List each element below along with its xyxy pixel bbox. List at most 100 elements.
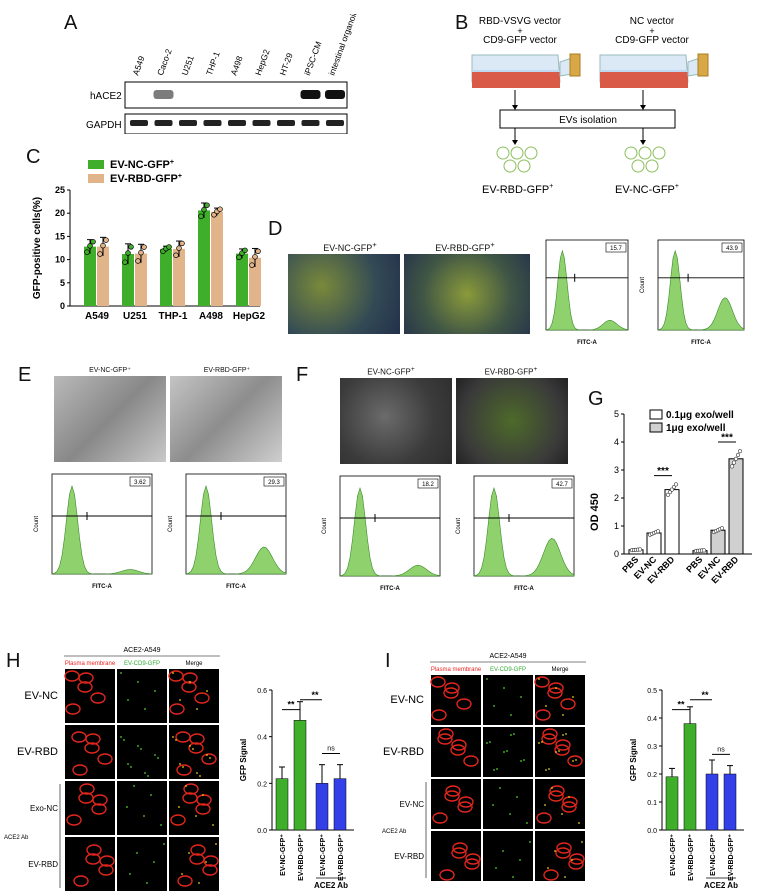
gfp-dot xyxy=(486,678,488,680)
y-tick-label: 0.4 xyxy=(257,735,267,742)
gfp-dot xyxy=(561,813,563,815)
data-point xyxy=(719,526,725,531)
y-tick-label: 3 xyxy=(614,465,619,475)
y-tick-label: 0 xyxy=(60,301,65,311)
membrane-outline xyxy=(562,796,578,808)
data-point xyxy=(179,240,185,247)
gfp-dot xyxy=(572,760,574,762)
x-axis-label: FITC-A xyxy=(514,586,534,592)
gfp-dot xyxy=(502,850,504,852)
group-label: ACE2 Ab xyxy=(704,881,738,890)
gfp-dot xyxy=(519,859,521,861)
data-point xyxy=(90,238,96,245)
side-label: ACE2 Ab xyxy=(4,835,29,841)
gfp-dot xyxy=(575,759,577,761)
data-point xyxy=(217,206,223,212)
gfp-dot xyxy=(564,876,566,878)
column-label: Plasma membrane xyxy=(431,667,482,673)
bar xyxy=(135,253,147,306)
micrograph-tile xyxy=(431,675,481,725)
histogram-curve xyxy=(657,249,745,331)
data-point xyxy=(735,452,741,458)
row-label: EV-NC xyxy=(24,690,58,702)
ev-isolation-box xyxy=(499,109,676,129)
column-label: EV-CD9-GFP xyxy=(490,667,526,673)
data-point xyxy=(173,252,179,258)
gfp-dot xyxy=(126,806,128,808)
gfp-dot xyxy=(558,750,560,752)
gfp-dot xyxy=(188,852,190,854)
micrograph-tile xyxy=(483,675,533,725)
membrane-outline xyxy=(181,681,197,693)
data-point xyxy=(655,529,661,534)
gfp-dot xyxy=(178,806,180,808)
gate-value-box xyxy=(551,478,573,489)
bar xyxy=(315,783,329,831)
histogram-curve xyxy=(339,486,441,577)
membrane-outline xyxy=(549,785,565,797)
data-point xyxy=(673,482,679,487)
gate-value: 3.62 xyxy=(134,480,146,486)
membrane-outline xyxy=(72,764,88,776)
membrane-outline xyxy=(567,755,583,767)
gfp-signal-chart: GFP Signal 0.0 0.1 0.2 0.3 0.4 0.5 EV-NC-GFP⁺ EV… xyxy=(629,688,744,890)
gfp-dot xyxy=(133,785,135,787)
e-flow-histograms: 3.62 FITC-A Count 29.3 FITC-A Count xyxy=(34,473,287,590)
membrane-outline xyxy=(548,790,564,802)
f-title-nc: EV-NC-GFP+ xyxy=(367,366,415,377)
data-point xyxy=(242,247,248,254)
gfp-dot xyxy=(137,745,139,747)
gfp-dot xyxy=(185,785,187,787)
membrane-outline xyxy=(195,803,211,815)
western-blot: A549 Caco-2 U251 THP-1 A498 HepG2 HT-29 iPSC-CM… xyxy=(86,14,360,134)
x-axis-label: FITC-A xyxy=(380,586,400,592)
membrane-outline xyxy=(92,794,108,806)
histogram-curve xyxy=(545,249,629,331)
membrane-outline xyxy=(451,847,467,859)
membrane-outline xyxy=(457,801,473,813)
panel-label-e: E xyxy=(18,364,32,386)
membrane-outline xyxy=(555,739,571,751)
sig-label: ** xyxy=(701,690,709,700)
y-tick-label: 20 xyxy=(55,208,65,218)
gfp-dot xyxy=(492,804,494,806)
gfp-dot xyxy=(581,841,583,843)
x-tick-label: THP-1 xyxy=(159,311,188,322)
gfp-dot xyxy=(209,757,211,759)
micrograph-tile xyxy=(169,781,219,835)
x-axis-label: FITC-A xyxy=(577,340,597,346)
panel-label-d: D xyxy=(268,218,283,240)
data-point xyxy=(733,456,739,461)
data-point xyxy=(84,249,90,255)
gfp-dot xyxy=(503,751,505,753)
bar xyxy=(728,458,744,555)
membrane-outline xyxy=(465,853,481,865)
band-gapdh xyxy=(154,120,173,126)
gfp-dot xyxy=(129,873,131,875)
bar xyxy=(705,773,719,831)
row-label: Exo-NC xyxy=(30,804,58,813)
x-tick-label: EV-NC-GFP⁺ xyxy=(320,834,327,876)
gfp-dot xyxy=(189,745,191,747)
band-gapdh xyxy=(228,120,246,126)
gfp-dot xyxy=(493,705,495,707)
membrane-outline xyxy=(90,692,106,704)
gate-value-box xyxy=(263,476,285,487)
data-point xyxy=(138,249,144,256)
panel-label-f: F xyxy=(296,364,309,386)
data-point xyxy=(701,548,707,553)
bar xyxy=(211,211,223,306)
sig-label: ** xyxy=(311,690,319,700)
e-image-nc xyxy=(54,376,166,462)
gate-value: 18.2 xyxy=(422,482,434,488)
micrograph-tile xyxy=(535,831,585,881)
membrane-outline xyxy=(170,814,186,826)
membrane-outline xyxy=(536,812,552,824)
gfp-dot xyxy=(143,815,145,817)
d-title-rbd: EV-RBD-GFP+ xyxy=(435,240,495,253)
row-label: EV-RBD xyxy=(394,852,424,861)
gfp-dot xyxy=(510,714,512,716)
membrane-outline xyxy=(182,672,198,684)
data-point xyxy=(100,242,106,249)
panel-label-h: H xyxy=(6,650,21,672)
